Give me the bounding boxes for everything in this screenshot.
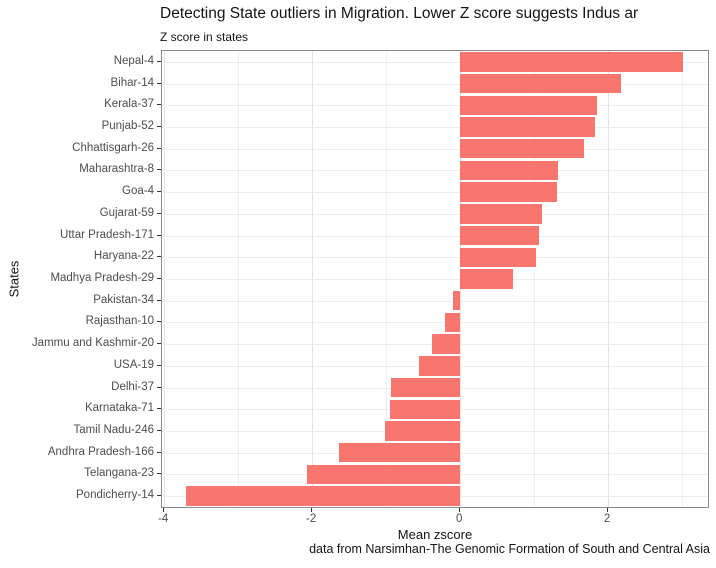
y-axis-label: Chhattisgarh-26	[72, 141, 154, 154]
bar	[460, 160, 558, 181]
gridline-horizontal	[162, 279, 708, 280]
bar	[460, 73, 621, 94]
y-tick-mark	[157, 104, 161, 106]
y-tick-mark	[157, 278, 161, 279]
gridline-horizontal	[162, 257, 708, 259]
y-tick-mark	[157, 408, 161, 410]
y-axis-label: Rajasthan-10	[85, 315, 154, 328]
x-tick-label: 2	[603, 513, 611, 525]
bar	[186, 486, 461, 506]
bar	[432, 334, 461, 354]
y-axis-title: States	[6, 260, 22, 298]
y-tick-mark	[157, 256, 161, 258]
y-tick-mark	[157, 212, 161, 214]
y-axis-label: Bihar-14	[110, 76, 154, 89]
gridline-horizontal	[162, 322, 708, 324]
bar	[307, 464, 461, 485]
plot-panel	[161, 50, 709, 508]
y-tick-mark	[157, 386, 161, 388]
y-tick-mark	[157, 169, 161, 171]
gridline-horizontal	[162, 83, 708, 85]
y-axis-label: Punjab-52	[101, 120, 154, 132]
y-axis-label: Delhi-37	[111, 380, 154, 393]
y-tick-mark	[157, 126, 161, 127]
y-axis-label: Pondicherry-14	[76, 489, 154, 502]
y-axis-label: Andhra Pradesh-166	[47, 445, 154, 458]
gridline-horizontal	[162, 148, 708, 150]
bar	[444, 312, 461, 333]
y-axis-label: Kerala-37	[104, 98, 154, 111]
y-axis-label: Haryana-22	[93, 250, 154, 263]
y-axis-label: Telangana-23	[84, 467, 154, 480]
y-tick-mark	[157, 82, 161, 84]
x-tick-mark	[163, 508, 165, 512]
bar	[460, 204, 543, 224]
gridline-horizontal	[162, 300, 708, 302]
bar	[391, 377, 461, 398]
bar	[389, 399, 461, 420]
x-tick-mark	[311, 508, 313, 512]
y-tick-mark	[157, 495, 161, 497]
x-axis-title: Mean zscore	[397, 527, 473, 542]
y-tick-mark	[157, 343, 161, 345]
bar	[460, 182, 558, 202]
y-axis-label: Goa-4	[122, 185, 154, 198]
y-axis-label: Nepal-4	[113, 54, 154, 67]
y-tick-mark	[157, 430, 161, 431]
x-tick-label: -2	[306, 513, 317, 525]
bar	[385, 421, 461, 441]
bar	[460, 52, 683, 72]
gridline-horizontal	[162, 235, 708, 237]
y-tick-mark	[157, 60, 161, 62]
gridline-horizontal	[162, 127, 708, 128]
bar	[460, 117, 595, 137]
y-tick-mark	[157, 451, 161, 453]
y-axis-label: Jammu and Kashmir-20	[31, 337, 154, 350]
y-tick-mark	[157, 191, 161, 193]
y-axis-label: Pakistan-34	[93, 293, 154, 306]
y-tick-mark	[157, 321, 161, 323]
gridline-horizontal	[162, 105, 708, 107]
gridline-horizontal	[162, 192, 708, 194]
y-axis-label: Tamil Nadu-246	[73, 424, 154, 436]
y-tick-mark	[157, 364, 161, 366]
x-tick-label: 0	[455, 513, 463, 525]
bar	[460, 269, 514, 289]
chart-caption: data from Narsimhan-The Genomic Formatio…	[309, 542, 710, 556]
chart-title: Detecting State outliers in Migration. L…	[160, 5, 639, 22]
y-axis-label: Madhya Pradesh-29	[50, 272, 154, 284]
bar	[460, 225, 540, 246]
y-axis-label: Karnataka-71	[84, 402, 154, 415]
bar	[418, 356, 461, 376]
bar	[460, 95, 597, 116]
y-tick-mark	[157, 147, 161, 149]
bar	[460, 138, 585, 159]
bar	[338, 442, 461, 463]
x-tick-label: -4	[158, 513, 169, 525]
y-tick-mark	[157, 299, 161, 301]
gridline-horizontal	[162, 61, 708, 63]
chart-subtitle: Z score in states	[160, 30, 249, 44]
y-axis-label: Maharashtra-8	[79, 163, 154, 176]
bar	[460, 247, 536, 268]
y-axis-label: USA-19	[113, 358, 154, 371]
y-tick-mark	[157, 234, 161, 236]
x-tick-mark	[607, 508, 609, 512]
y-axis-label: Uttar Pradesh-171	[60, 228, 154, 241]
gridline-horizontal	[162, 170, 708, 172]
y-tick-mark	[157, 473, 161, 475]
bar	[452, 290, 461, 311]
gridline-horizontal	[162, 213, 708, 215]
y-axis-label: Gujarat-59	[99, 206, 154, 219]
x-tick-mark	[459, 508, 461, 512]
